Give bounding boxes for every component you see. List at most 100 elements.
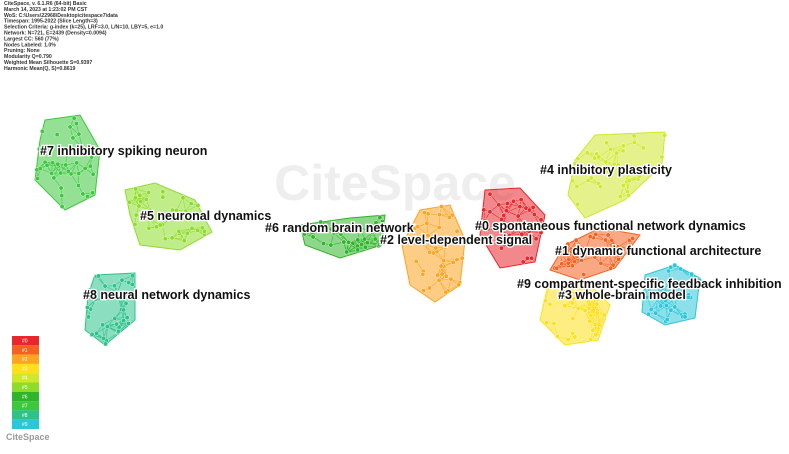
node bbox=[570, 178, 575, 184]
node bbox=[438, 263, 444, 269]
node bbox=[427, 249, 432, 255]
node bbox=[437, 212, 443, 218]
node bbox=[499, 245, 504, 251]
node bbox=[617, 194, 623, 199]
node bbox=[137, 192, 143, 198]
node bbox=[87, 287, 93, 293]
node bbox=[103, 341, 108, 347]
node bbox=[496, 202, 502, 208]
node bbox=[607, 252, 613, 258]
node bbox=[380, 219, 385, 224]
node bbox=[565, 241, 571, 247]
node bbox=[433, 245, 439, 251]
info-line: Weighted Mean Silhouette S=0.9397 bbox=[4, 60, 92, 66]
node bbox=[328, 226, 334, 232]
node bbox=[116, 294, 122, 300]
node bbox=[55, 161, 61, 167]
node bbox=[96, 273, 101, 279]
legend-swatch bbox=[12, 336, 39, 346]
node bbox=[133, 186, 139, 192]
node bbox=[608, 166, 614, 172]
node bbox=[441, 258, 447, 263]
legend-label: #8 bbox=[22, 413, 28, 419]
node bbox=[59, 193, 65, 199]
node bbox=[114, 290, 120, 296]
node bbox=[555, 334, 560, 339]
node bbox=[625, 165, 631, 171]
node bbox=[54, 132, 60, 138]
node bbox=[584, 150, 590, 156]
node bbox=[93, 296, 99, 302]
node bbox=[181, 238, 187, 244]
node bbox=[601, 312, 607, 318]
node bbox=[487, 209, 493, 215]
node bbox=[188, 201, 194, 206]
legend-swatch bbox=[12, 363, 39, 374]
node bbox=[174, 207, 179, 213]
cluster-label: #6 random brain network bbox=[265, 221, 414, 235]
node bbox=[570, 331, 576, 336]
node bbox=[318, 219, 324, 225]
legend-swatch bbox=[12, 401, 39, 411]
node bbox=[176, 228, 182, 234]
node bbox=[616, 256, 621, 262]
node bbox=[49, 170, 54, 176]
node bbox=[121, 307, 127, 313]
node bbox=[588, 175, 594, 181]
node bbox=[90, 190, 96, 196]
node bbox=[133, 195, 138, 201]
node bbox=[518, 197, 524, 202]
node bbox=[160, 194, 166, 200]
node bbox=[442, 244, 448, 250]
node bbox=[598, 251, 603, 257]
node bbox=[697, 277, 702, 283]
legend-label: #5 bbox=[22, 385, 28, 391]
node bbox=[641, 292, 647, 298]
node bbox=[439, 204, 444, 209]
node bbox=[435, 272, 441, 278]
node bbox=[579, 257, 585, 263]
node bbox=[481, 207, 487, 213]
cluster-label: #5 neuronal dynamics bbox=[140, 209, 271, 223]
legend-label: #9 bbox=[22, 422, 28, 428]
node bbox=[37, 166, 43, 171]
node bbox=[127, 199, 132, 205]
node bbox=[575, 305, 581, 311]
node bbox=[542, 298, 548, 304]
node bbox=[443, 289, 449, 295]
node bbox=[448, 276, 454, 282]
node bbox=[74, 121, 79, 127]
node bbox=[522, 236, 527, 242]
node bbox=[572, 161, 578, 167]
legend-swatch bbox=[12, 373, 39, 383]
node bbox=[436, 225, 442, 230]
legend-swatch bbox=[12, 345, 39, 355]
node bbox=[653, 310, 659, 316]
node bbox=[119, 277, 125, 283]
node bbox=[114, 321, 119, 327]
node bbox=[35, 176, 41, 181]
info-line: Nodes Labeled: 1.0% bbox=[4, 42, 56, 48]
info-line: Modularity Q=0.790 bbox=[4, 54, 52, 60]
node bbox=[169, 235, 175, 241]
node bbox=[44, 162, 50, 168]
node bbox=[116, 328, 121, 334]
node bbox=[436, 278, 442, 283]
node bbox=[86, 314, 91, 320]
node bbox=[594, 301, 600, 307]
node bbox=[364, 240, 370, 246]
node bbox=[604, 168, 610, 174]
node bbox=[583, 247, 589, 253]
node bbox=[76, 183, 81, 188]
node bbox=[590, 327, 596, 333]
node bbox=[195, 203, 201, 208]
node bbox=[377, 242, 383, 248]
node bbox=[121, 318, 127, 324]
node bbox=[631, 133, 637, 139]
node bbox=[355, 247, 361, 253]
node bbox=[593, 231, 599, 237]
node bbox=[355, 237, 361, 243]
node bbox=[538, 230, 544, 235]
node bbox=[162, 236, 168, 242]
